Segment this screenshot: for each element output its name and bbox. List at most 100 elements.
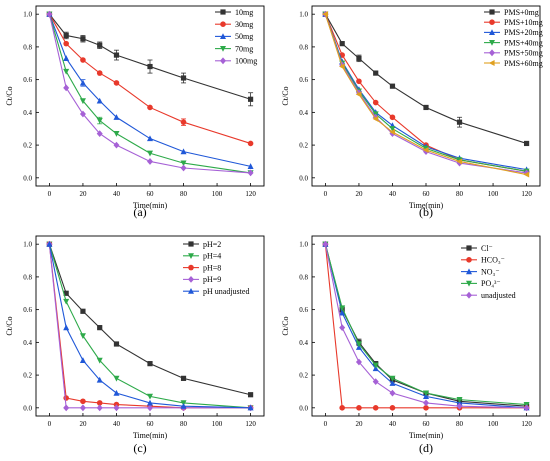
x-tick-label: 0 <box>324 190 328 198</box>
legend-label: PMS+60mg <box>504 59 543 68</box>
data-point <box>147 404 153 412</box>
data-point <box>389 114 396 121</box>
data-point <box>339 41 345 47</box>
legend-label: NO₃⁻ <box>481 267 500 276</box>
data-point <box>96 400 103 406</box>
data-point <box>63 395 69 401</box>
data-point <box>79 357 86 363</box>
legend-label: HCO₃⁻ <box>481 256 505 265</box>
legend-label: 50mg <box>235 32 253 41</box>
x-tick-label: 120 <box>521 420 532 428</box>
panel-label: (b) <box>419 205 433 219</box>
legend: Cl⁻ HCO₃⁻ NO₃⁻ PO₄³⁻ unadjusted <box>461 244 516 300</box>
data-point <box>372 115 379 122</box>
data-point <box>456 158 463 165</box>
y-tick-label: 0.2 <box>299 372 308 380</box>
legend-label: unadjusted <box>481 291 516 300</box>
series-1 <box>322 11 530 147</box>
data-point <box>339 305 346 312</box>
data-point <box>423 405 429 411</box>
chart-panel-4: 0 20 40 60 80 100 120 0.0 0.2 0.4 0.6 0.8 1.0 Time(mi… <box>281 235 541 455</box>
series-2 <box>46 11 254 147</box>
y-tick-label: 0.4 <box>299 109 308 117</box>
legend-marker <box>220 9 226 15</box>
legend-marker <box>220 57 226 65</box>
plot-frame <box>311 235 541 417</box>
series-line <box>324 244 527 409</box>
data-point <box>389 380 396 386</box>
data-point <box>180 160 187 167</box>
y-tick-label: 0.0 <box>299 404 308 412</box>
x-tick-label: 60 <box>147 420 155 428</box>
data-point <box>247 404 254 411</box>
data-point <box>113 52 120 58</box>
legend-label: 10mg <box>235 8 253 17</box>
data-point <box>247 140 254 147</box>
data-point <box>389 375 396 382</box>
legend-label: 100mg <box>235 57 257 66</box>
series-line <box>48 244 251 409</box>
data-point <box>372 405 379 411</box>
series-line <box>48 13 251 167</box>
y-tick-label: 0.2 <box>299 142 308 150</box>
y-tick-label: 0.4 <box>23 339 32 347</box>
legend-label: PMS+50mg <box>504 49 543 58</box>
series-line <box>324 244 527 406</box>
y-tick-label: 0.6 <box>23 76 32 84</box>
x-tick-label: 20 <box>79 420 87 428</box>
legend-label: pH=4 <box>203 252 221 261</box>
data-point <box>339 324 346 332</box>
data-point <box>80 308 86 314</box>
data-point <box>523 404 530 412</box>
data-point <box>46 10 53 18</box>
y-tick-label: 0.6 <box>23 306 32 314</box>
series-line <box>48 14 251 174</box>
x-tick-label: 100 <box>212 420 223 428</box>
data-point <box>180 148 187 155</box>
data-point <box>96 97 103 104</box>
y-tick-label: 0.0 <box>299 174 308 182</box>
y-tick-label: 0.8 <box>299 43 308 51</box>
data-point <box>180 164 187 172</box>
data-point <box>80 36 86 42</box>
data-point <box>322 11 329 18</box>
x-tick-label: 60 <box>423 190 431 198</box>
y-axis-label: Ct/Co <box>5 86 14 105</box>
x-tick-label: 100 <box>212 190 223 198</box>
x-axis-label: Time(min) <box>133 201 168 210</box>
x-tick-label: 40 <box>389 190 397 198</box>
x-tick-label: 100 <box>488 420 499 428</box>
legend-marker <box>466 257 472 263</box>
data-point <box>389 83 396 89</box>
data-point <box>147 399 153 406</box>
series-5 <box>46 240 254 411</box>
legend-label: pH unadjusted <box>203 287 249 296</box>
data-point <box>356 405 362 411</box>
data-point <box>79 404 86 412</box>
data-point <box>96 376 103 383</box>
y-tick-label: 0.0 <box>23 404 32 412</box>
series-line <box>324 13 527 171</box>
data-point <box>63 55 70 61</box>
data-point <box>356 78 362 85</box>
series-line <box>48 14 251 174</box>
x-tick-label: 120 <box>245 420 256 428</box>
data-point <box>79 79 86 86</box>
legend-marker <box>489 9 495 15</box>
data-point <box>355 341 362 348</box>
data-point <box>423 390 429 397</box>
data-point <box>113 404 120 412</box>
data-point <box>356 55 362 61</box>
data-point <box>338 63 345 70</box>
data-point <box>247 169 254 177</box>
data-point <box>113 375 120 382</box>
data-point <box>113 389 120 396</box>
legend-label: PMS+20mg <box>504 28 543 37</box>
data-point <box>113 141 120 149</box>
series-1 <box>46 241 254 398</box>
data-point <box>80 398 86 405</box>
series-2 <box>46 241 254 412</box>
legend-marker <box>220 21 226 28</box>
legend-marker <box>488 60 495 66</box>
